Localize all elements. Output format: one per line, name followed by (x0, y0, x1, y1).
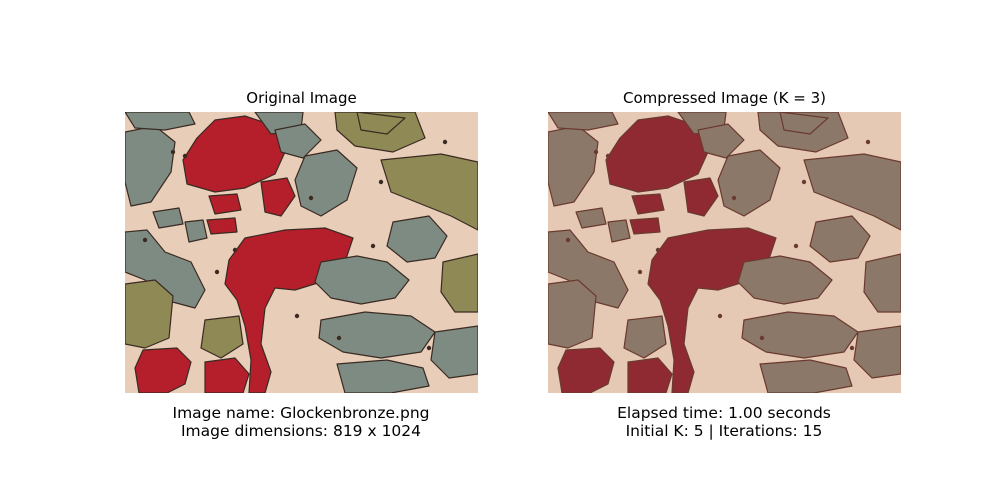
compressed-image-title: Compressed Image (K = 3) (623, 89, 826, 107)
original-image-title: Original Image (246, 89, 357, 107)
image-dimensions-text: Image dimensions: 819 x 1024 (180, 422, 422, 440)
original-image-caption: Image name: Glockenbronze.png Image dime… (101, 404, 501, 440)
compressed-image-panel: Compressed Image (K = 3) (548, 88, 901, 393)
original-image (125, 112, 478, 393)
image-name-text: Image name: Glockenbronze.png (172, 404, 430, 422)
compressed-image (548, 112, 901, 393)
elapsed-time-text: Elapsed time: 1.00 seconds (617, 404, 831, 422)
iterations-text: Initial K: 5 | Iterations: 15 (625, 422, 823, 440)
compressed-micrograph (548, 112, 901, 393)
original-micrograph (125, 112, 478, 393)
original-image-panel: Original Image (125, 88, 478, 393)
compressed-image-caption: Elapsed time: 1.00 seconds Initial K: 5 … (524, 404, 924, 440)
